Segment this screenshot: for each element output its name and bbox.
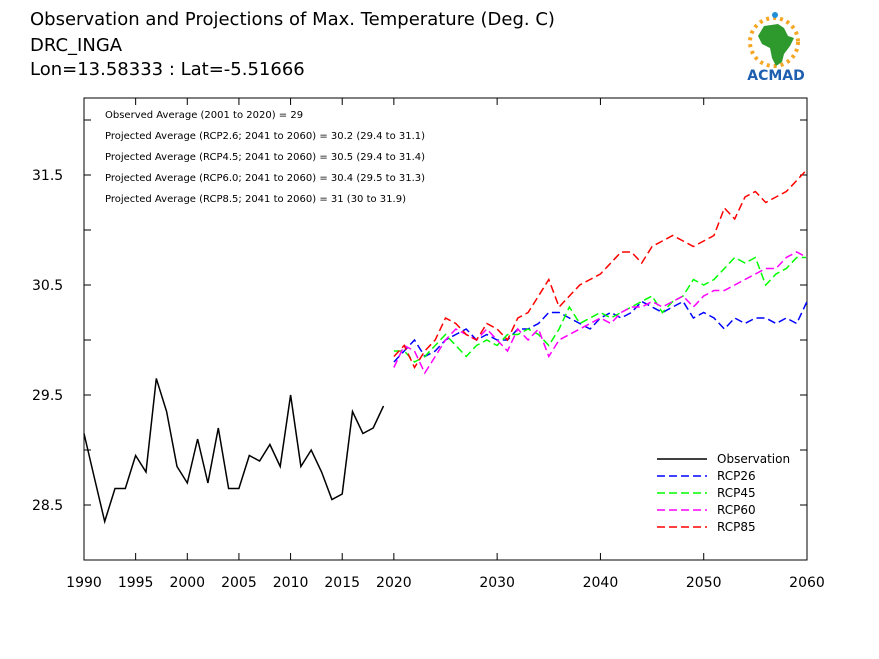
legend-label: RCP26: [717, 469, 756, 483]
station-name: DRC_INGA: [30, 35, 123, 56]
y-tick-label: 31.5: [32, 168, 63, 184]
series-line-rcp26: [393, 300, 808, 363]
y-tick-label: 29.5: [32, 388, 63, 404]
x-tick-label: 2000: [169, 575, 205, 591]
annotation-line: Projected Average (RCP8.5; 2041 to 2060)…: [105, 194, 406, 205]
x-tick-label: 2005: [221, 575, 257, 591]
x-tick-label: 2020: [376, 575, 412, 591]
x-tick-label: 2040: [583, 575, 619, 591]
logo-text: ACMAD: [747, 68, 805, 84]
legend: Observation RCP26 RCP45 RCP60 RCP85: [657, 452, 790, 534]
chart-title: Observation and Projections of Max. Temp…: [30, 9, 555, 30]
x-tick-label: 2015: [324, 575, 360, 591]
x-tick-label: 2030: [479, 575, 515, 591]
axis-ticks: 1990 1995 2000 2005 2010 2015 2020 2030 2040 2050…: [32, 98, 825, 591]
annotation-line: Projected Average (RCP6.0; 2041 to 2060)…: [105, 173, 425, 184]
series-line-rcp45: [393, 256, 807, 363]
sun-rays-icon: [748, 16, 800, 68]
x-tick-label: 2050: [686, 575, 722, 591]
annotation-block: Observed Average (2001 to 2020) = 29 Proj…: [105, 110, 425, 205]
series-lines: [83, 168, 808, 525]
x-tick-label: 2060: [789, 575, 825, 591]
legend-label: RCP85: [717, 520, 756, 534]
drop-icon: [772, 12, 778, 18]
series-line-rcp85: [393, 168, 808, 370]
x-tick-label: 1995: [118, 575, 154, 591]
acmad-logo: ACMAD: [747, 12, 805, 84]
legend-label: RCP60: [717, 503, 756, 517]
y-tick-label: 30.5: [32, 278, 63, 294]
annotation-line: Projected Average (RCP4.5; 2041 to 2060)…: [105, 152, 425, 163]
legend-label: RCP45: [717, 486, 756, 500]
x-tick-label: 2010: [273, 575, 309, 591]
station-coordinates: Lon=13.58333 : Lat=-5.51666: [30, 59, 305, 80]
plot-frame: [83, 97, 808, 561]
africa-map-icon: [758, 24, 794, 66]
annotation-line: Observed Average (2001 to 2020) = 29: [105, 110, 303, 121]
legend-label: Observation: [717, 452, 790, 466]
annotation-line: Projected Average (RCP2.6; 2041 to 2060)…: [105, 131, 425, 142]
series-line-observation: [83, 378, 385, 525]
x-tick-label: 1990: [66, 575, 102, 591]
y-tick-label: 28.5: [32, 498, 63, 514]
series-line-rcp60: [393, 251, 808, 375]
